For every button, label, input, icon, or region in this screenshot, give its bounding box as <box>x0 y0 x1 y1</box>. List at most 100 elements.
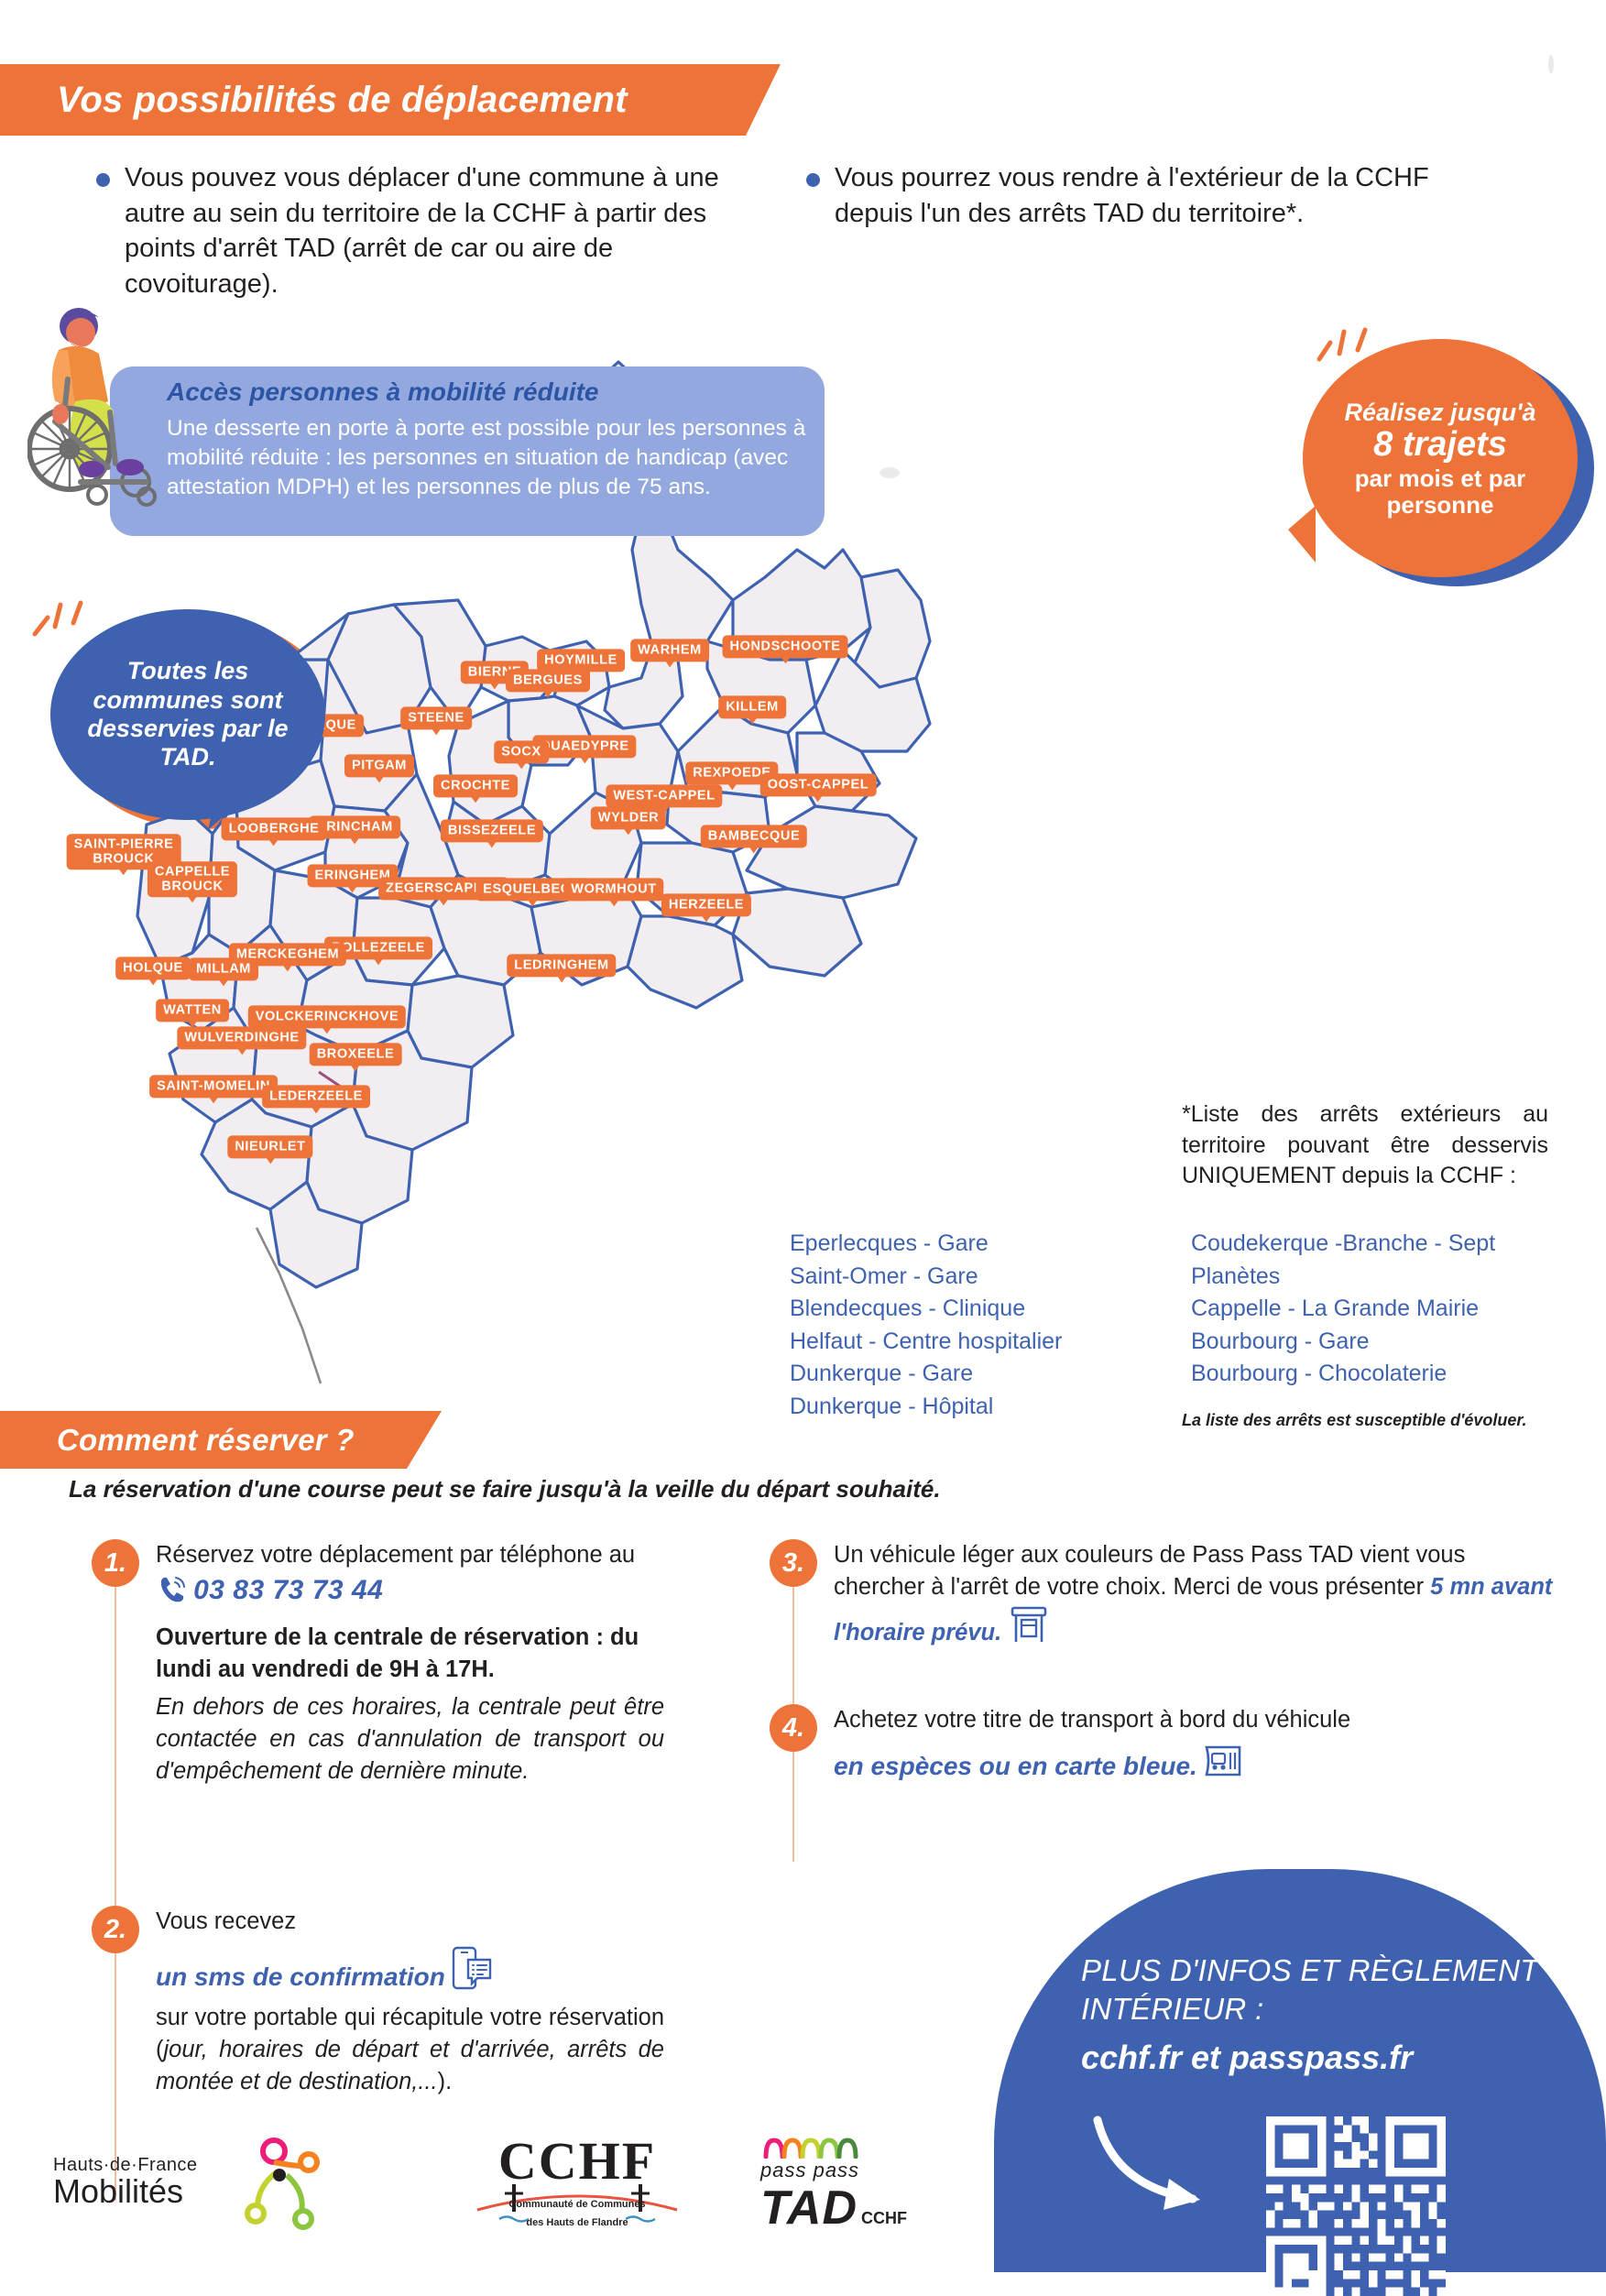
step-1-number: 1. <box>92 1539 139 1587</box>
step-2-line2-end: ). <box>437 2069 453 2095</box>
external-stop-item: Saint-Omer - Gare <box>790 1263 978 1289</box>
step-3-body: Un véhicule léger aux couleurs de Pass P… <box>834 1539 1557 1649</box>
section-banner-deplacement-label: Vos possibilités de déplacement <box>57 79 628 120</box>
map-label-quaedypre: QUAEDYPRE <box>532 735 637 764</box>
step-4-text: Achetez votre titre de transport à bord … <box>834 1707 1351 1733</box>
external-stop-item: Helfaut - Centre hospitalier <box>790 1328 1063 1354</box>
map-label-wormhout: WORMHOUT <box>563 878 664 907</box>
map-label-wulverdinghe: WULVERDINGHE <box>177 1026 307 1055</box>
info-dome-heading: PLUS D'INFOS ET RÈGLEMENT INTÉRIEUR : <box>1081 1953 1539 2026</box>
step-2-line2: sur votre portable qui récapitule votre … <box>156 2002 664 2098</box>
external-stops-column-2: Coudekerque -Branche - Sept Planètes Capp… <box>1191 1228 1576 1391</box>
external-stop-item: Dunkerque - Gare <box>790 1361 974 1386</box>
bus-shelter-icon <box>1011 1606 1047 1642</box>
map-label-bissezeele: BISSEZEELE <box>440 819 544 848</box>
bubble-trajets: Réalisez jusqu'à 8 trajets par mois et p… <box>1288 339 1594 586</box>
logo-cchf-sub2: des Hauts de Flandre <box>526 2217 628 2228</box>
bullet-dot-icon <box>806 173 820 187</box>
bullet-right-text: Vous pourrez vous rendre à l'extérieur d… <box>835 163 1429 228</box>
paper-smudge <box>1548 55 1554 73</box>
map-label-socx: SOCX <box>494 740 549 770</box>
step-connector-line <box>792 1752 794 1862</box>
step-3-highlight: 5 mn avant l'horaire prévu. <box>834 1573 1553 1645</box>
step-1-note: En dehors de ces horaires, la centrale p… <box>156 1693 664 1784</box>
bubble-body <box>50 609 325 820</box>
bubble-tail <box>1288 506 1316 563</box>
reservation-phone-number[interactable]: 03 83 73 73 44 <box>193 1574 384 1605</box>
step-1-line1: Réservez votre déplacement par téléphone… <box>156 1539 664 1609</box>
external-stops-column-1: Eperlecques - Gare Saint-Omer - Gare Blend… <box>790 1228 1156 1423</box>
map-label-wylder: WYLDER <box>590 806 667 836</box>
external-stop-item: Dunkerque - Hôpital <box>790 1393 994 1419</box>
external-stop-item: Bourbourg - Gare <box>1191 1328 1370 1354</box>
logo-cchf-sub1: Communauté de Communes <box>508 2199 646 2210</box>
step-2-highlight-row: un sms de confirmation <box>156 1945 664 1995</box>
onboard-ticket-icon <box>1205 1745 1241 1777</box>
step-2-line2-text: sur votre portable qui récapitule votre … <box>156 2005 664 2063</box>
step-connector-line <box>792 1587 794 1724</box>
map-label-oost-cappel: OOST-CAPPEL <box>759 773 877 803</box>
step-2-highlight: un sms de confirmation <box>156 1962 445 1991</box>
step-3-number: 3. <box>770 1539 817 1587</box>
map-label-millam: MILLAM <box>189 957 258 987</box>
pmr-info-box <box>110 366 825 536</box>
map-label-crochte: CROCHTE <box>433 774 518 804</box>
bullet-dot-icon <box>96 173 110 187</box>
logo-pass-pass-tad: pass pass TAD CCHF <box>760 2135 962 2232</box>
bubble-communes: Toutes les communes sont desservies par … <box>50 609 338 836</box>
logo-cchf: CCHF Communauté de Communes des Hauts de… <box>449 2135 705 2228</box>
step-3-text: Un véhicule léger aux couleurs de Pass P… <box>834 1542 1466 1600</box>
logo-pass-pass-text: pass pass <box>760 2159 860 2181</box>
step-1-hours: Ouverture de la centrale de réservation … <box>156 1624 639 1682</box>
logo-tad-sub: CCHF <box>861 2209 908 2227</box>
bubble-communes-label: Toutes les communes sont desservies par … <box>87 657 289 771</box>
map-label-bergues: BERGUES <box>506 669 590 698</box>
step-4-highlight-row: en espèces ou en carte bleue. <box>834 1742 1557 1784</box>
qr-code-icon[interactable] <box>1266 2116 1446 2296</box>
bubble-trajets-label: Réalisez jusqu'à 8 trajets par mois et p… <box>1303 339 1578 577</box>
reservation-intro: La réservation d'une course peut se fair… <box>69 1475 941 1503</box>
logo-hdf-line1: Hauts·de·France <box>53 2155 198 2175</box>
map-label-killem: KILLEM <box>718 695 786 725</box>
map-label-bambecque: BAMBECQUE <box>700 825 808 854</box>
external-stop-item: Eperlecques - Gare <box>790 1230 989 1256</box>
map-label-lederzeele: LEDERZEELE <box>262 1085 370 1114</box>
map-label-west-cappel: WEST-CAPPEL <box>606 784 723 814</box>
external-stop-item: Bourbourg - Chocolaterie <box>1191 1361 1448 1386</box>
external-stops-note: *Liste des arrêts extérieurs au territoi… <box>1182 1101 1548 1188</box>
step-2-number: 2. <box>92 1906 139 1953</box>
bullet-left-text: Vous pouvez vous déplacer d'une commune … <box>125 163 719 299</box>
map-label-steene: STEENE <box>400 706 472 736</box>
external-stops-disclaimer: La liste des arrêts est susceptible d'év… <box>1182 1411 1527 1429</box>
map-label-herzeele: HERZEELE <box>661 893 752 923</box>
bubble-trajets-line2: 8 trajets <box>1373 424 1507 464</box>
map-label-volckerinckhove: VOLCKERINCKHOVE <box>247 1005 407 1034</box>
info-dome-url[interactable]: cchf.fr et passpass.fr <box>1081 2039 1414 2076</box>
map-label-cappelle-brouck: CAPPELLE BROUCK <box>147 861 238 904</box>
bubble-trajets-line1: Réalisez jusqu'à <box>1344 398 1536 426</box>
pmr-text: Une desserte en porte à porte est possib… <box>167 416 806 500</box>
step-4-number: 4. <box>770 1704 817 1752</box>
step-4-highlight: en espèces ou en carte bleue. <box>834 1751 1197 1780</box>
map-label-nieurlet: NIEURLET <box>227 1135 313 1164</box>
step-connector-line <box>115 1953 116 2201</box>
curved-arrow-icon <box>1093 2116 1200 2210</box>
step-2-line2-italic: jour, horaires de départ et d'arrivée, a… <box>156 2037 664 2095</box>
cchf-territory-map: UXEMWARHEMHONDSCHOOTEHOYMILLEBIERNEBERGU… <box>66 275 1338 1457</box>
step-2-body: Vous recevez un sms de confirmation sur … <box>156 1906 664 2098</box>
step-2-line1: Vous recevez <box>156 1908 297 1934</box>
map-label-hoymille: HOYMILLE <box>537 649 625 678</box>
paper-smudge <box>879 467 900 478</box>
section-banner-deplacement: Vos possibilités de déplacement <box>0 64 781 136</box>
bullet-left: Vous pouvez vous déplacer d'une commune … <box>96 160 751 301</box>
map-label-hondschoote: HONDSCHOOTE <box>722 635 848 664</box>
step-connector-line <box>115 1587 116 1944</box>
sparkle-lines-icon <box>1316 327 1368 362</box>
map-label-broxeele: BROXEELE <box>309 1043 402 1072</box>
map-label-warhem: WARHEM <box>630 639 709 668</box>
section-banner-reserver: Comment réserver ? <box>0 1411 442 1469</box>
external-stop-item: Coudekerque -Branche - Sept Planètes <box>1191 1230 1496 1289</box>
pass-pass-squiggle-icon <box>763 2137 858 2159</box>
wheelchair-user-icon <box>27 308 157 507</box>
